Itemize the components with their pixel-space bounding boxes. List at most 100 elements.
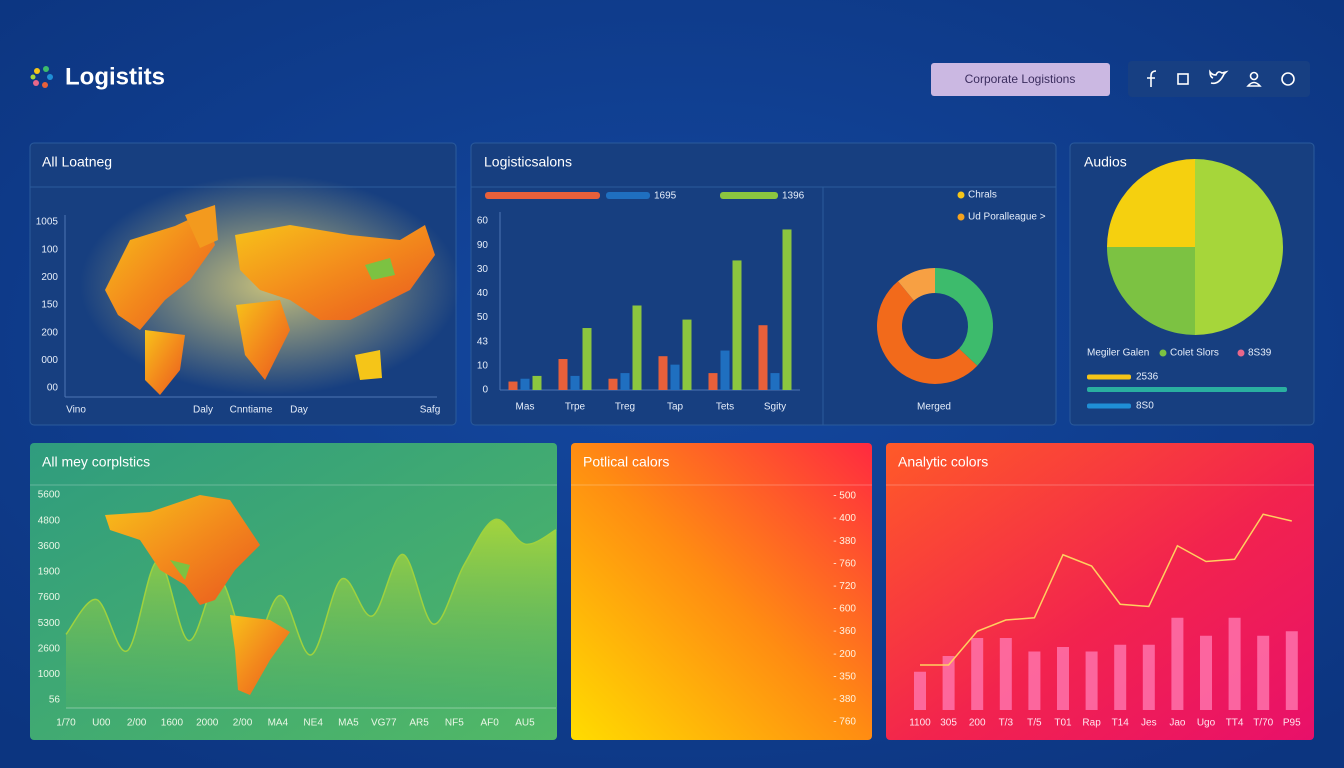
y-tick-label: 0 — [482, 385, 488, 396]
legend-swatch — [485, 192, 600, 199]
line — [920, 513, 1292, 666]
social-icons — [1147, 69, 1295, 87]
bar — [508, 381, 518, 390]
pie-slice — [876, 281, 978, 385]
y-tick-label: 00 — [47, 383, 59, 394]
x-tick-label: 1600 — [161, 718, 184, 729]
x-tick-label: Sgity — [764, 402, 786, 413]
legend-label: 8S0 — [1136, 401, 1154, 412]
x-tick-label: Mas — [516, 402, 535, 413]
legend-marker — [957, 213, 965, 221]
y-tick-label: 200 — [41, 327, 58, 338]
americas-map — [105, 495, 290, 695]
button-label[interactable]: Corporate Logistions — [965, 72, 1076, 86]
legend-label: Megiler Galen — [1087, 348, 1149, 359]
bar — [758, 325, 768, 390]
icon-globe[interactable] — [1281, 72, 1295, 86]
x-tick-label: AR5 — [409, 718, 429, 729]
bar — [914, 671, 926, 710]
x-tick-label: 2/00 — [233, 718, 253, 729]
progress-bar — [1087, 387, 1287, 392]
x-tick-label: T/5 — [1027, 718, 1042, 729]
area-line — [65, 518, 557, 656]
x-tick-label: 2/00 — [127, 718, 147, 729]
bar — [1028, 651, 1041, 710]
pie-slice — [935, 268, 993, 366]
icon-user-body[interactable] — [1246, 81, 1262, 87]
icon-user[interactable] — [1249, 71, 1259, 81]
panel-title: Potlical calors — [583, 454, 669, 470]
bar — [1228, 617, 1241, 710]
y-tick-label: 43 — [477, 336, 489, 347]
bar — [620, 373, 630, 390]
panel-title: Logisticsalons — [484, 154, 572, 170]
x-tick-label: U00 — [92, 718, 111, 729]
y-tick-label: 100 — [41, 244, 58, 255]
y-tick-label: 1900 — [38, 567, 61, 578]
bar — [1171, 617, 1184, 710]
logo-icon — [30, 66, 53, 88]
y-tick-label: 000 — [41, 355, 58, 366]
y-tick-label: 30 — [477, 264, 489, 275]
y-tick-label: - 500 — [833, 491, 856, 502]
legend-label: 1396 — [782, 191, 805, 202]
bar — [570, 375, 580, 390]
x-tick-label: T01 — [1054, 718, 1072, 729]
x-tick-label: NF5 — [445, 718, 464, 729]
y-tick-label: - 400 — [833, 513, 856, 524]
social-bar — [1128, 61, 1310, 97]
y-tick-label: 150 — [41, 300, 58, 311]
legend-label: 8S39 — [1248, 348, 1272, 359]
logo-text: Logistits — [65, 63, 165, 90]
panel-title: Audios — [1084, 154, 1127, 170]
area-layer — [65, 518, 557, 708]
bar — [1285, 631, 1298, 710]
legend-swatch — [720, 192, 778, 199]
y-tick-label: - 760 — [833, 717, 856, 728]
panel — [571, 443, 872, 740]
x-tick-label: MA5 — [338, 718, 359, 729]
bar — [999, 638, 1012, 710]
legend-label: Colet Slors — [1170, 348, 1219, 359]
y-tick-label: - 600 — [833, 604, 856, 615]
y-tick-label: - 350 — [833, 671, 856, 682]
icon-facebook[interactable] — [1147, 70, 1157, 87]
bar — [732, 260, 742, 390]
x-tick-label: NE4 — [303, 718, 323, 729]
world-map — [80, 175, 460, 395]
y-tick-label: 40 — [477, 288, 489, 299]
panel-title: All Loatneg — [42, 154, 112, 170]
button[interactable] — [931, 63, 1110, 96]
x-tick-label: Vino — [66, 405, 86, 416]
x-tick-label: AU5 — [515, 718, 535, 729]
x-tick-label: AF0 — [481, 718, 500, 729]
x-tick-label: Jao — [1169, 718, 1186, 729]
bar — [520, 378, 530, 390]
y-tick-label: - 360 — [833, 626, 856, 637]
y-tick-label: 4800 — [38, 515, 61, 526]
x-tick-label: T14 — [1112, 718, 1130, 729]
icon-share[interactable] — [1177, 73, 1189, 85]
x-tick-label: Day — [290, 405, 308, 416]
x-tick-label: Treg — [615, 402, 635, 413]
bar — [608, 378, 618, 390]
y-tick-label: - 380 — [833, 694, 856, 705]
icon-twitter[interactable] — [1209, 69, 1229, 85]
x-tick-label: Ugo — [1197, 718, 1216, 729]
legend-label: 1695 — [654, 191, 677, 202]
x-tick-label: Safg — [420, 405, 441, 416]
bar — [942, 656, 955, 710]
y-tick-label: 2600 — [38, 643, 61, 654]
bar — [1114, 644, 1127, 710]
bar — [708, 373, 718, 390]
x-tick-label: 305 — [940, 718, 957, 729]
area — [66, 519, 556, 708]
bar — [558, 359, 568, 390]
legend-label: Ud Poralleague > — [968, 212, 1046, 223]
x-tick-label: T/70 — [1253, 718, 1273, 729]
legend-label: Chrals — [968, 190, 997, 201]
y-tick-label: 5300 — [38, 618, 61, 629]
bar — [658, 356, 668, 390]
